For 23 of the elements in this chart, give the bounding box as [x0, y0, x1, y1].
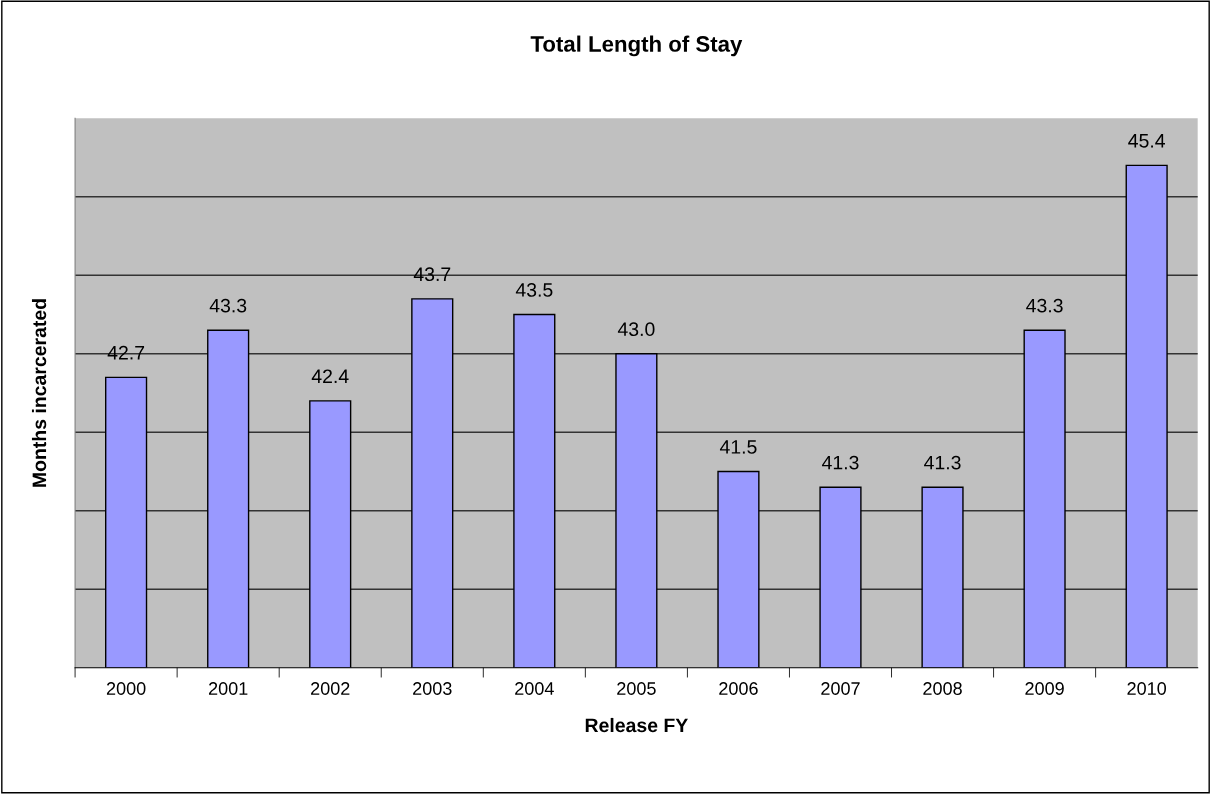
x-axis-title: Release FY [585, 717, 688, 733]
data-label: 42.4 [311, 369, 349, 383]
x-tick-label: 2001 [208, 682, 248, 695]
x-tick-label: 2002 [311, 682, 350, 695]
x-tick-label: 2007 [821, 682, 860, 695]
data-label: 43.5 [515, 283, 553, 297]
x-tick-label: 2005 [617, 682, 656, 695]
data-label: 41.3 [924, 455, 961, 470]
data-label: 43.0 [617, 322, 655, 337]
y-axis-title: Months incarcerated [31, 299, 47, 487]
data-label: 43.3 [1026, 298, 1063, 313]
x-tick-label: 2000 [106, 682, 146, 695]
x-tick-label: 2006 [719, 682, 758, 695]
data-label: 43.3 [209, 298, 247, 313]
x-tick-label: 2003 [413, 682, 452, 695]
x-tick-label: 2010 [1127, 682, 1167, 695]
data-label: 41.5 [719, 440, 757, 454]
x-tick-label: 2008 [923, 682, 962, 695]
data-label: 41.3 [822, 455, 859, 470]
data-label: 45.4 [1128, 134, 1166, 148]
chart-title: Total Length of Stay [530, 35, 743, 57]
x-tick-label: 2009 [1025, 682, 1064, 695]
x-tick-label: 2004 [515, 682, 554, 695]
